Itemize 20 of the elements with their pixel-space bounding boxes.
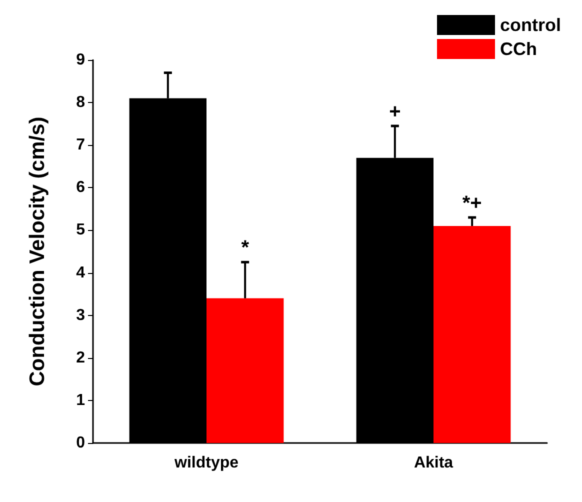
y-axis-title: Conduction Velocity (cm/s): [26, 116, 49, 386]
annotation: *+: [462, 192, 482, 214]
x-tick-label: wildtype: [173, 454, 239, 472]
legend-label: control: [500, 15, 562, 35]
y-tick-label: 2: [76, 349, 86, 366]
y-tick-label: 7: [76, 136, 86, 154]
bar: [434, 226, 511, 443]
y-tick-label: 4: [76, 264, 86, 282]
annotation: *: [241, 237, 250, 260]
y-tick-label: 3: [76, 306, 86, 324]
y-tick-label: 1: [76, 392, 86, 409]
y-tick-label: 0: [76, 434, 86, 452]
annotation: +: [389, 100, 401, 123]
y-tick-label: 5: [76, 222, 86, 239]
y-tick-label: 9: [76, 52, 86, 68]
y-tick-label: 6: [76, 179, 86, 196]
y-tick-label: 8: [76, 94, 86, 112]
legend-label: CCh: [500, 39, 538, 59]
x-tick-label: Akita: [414, 454, 454, 472]
bar: [206, 298, 284, 443]
